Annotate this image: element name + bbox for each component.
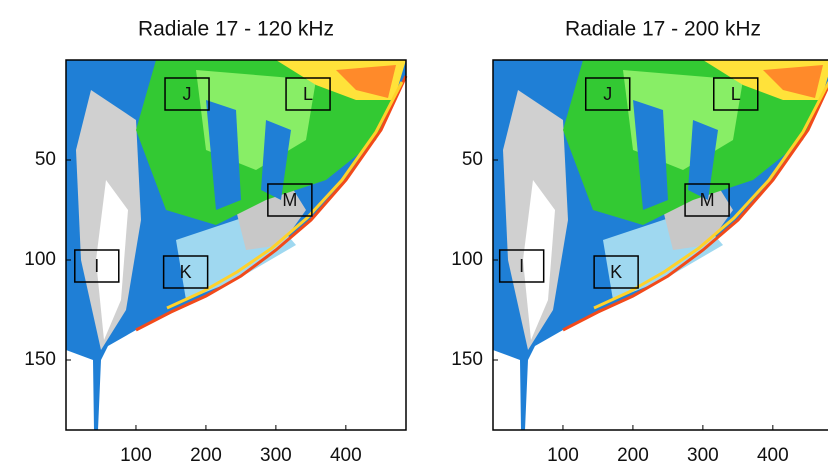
annotation-label: I <box>94 256 99 276</box>
annotation-box <box>593 255 639 289</box>
annotation-box <box>498 249 545 283</box>
annotation-label: K <box>180 262 192 282</box>
annotation-label: M <box>282 190 297 210</box>
annotation-box <box>684 183 730 217</box>
x-tick-label: 400 <box>330 445 362 466</box>
x-tick-label: 200 <box>190 445 222 466</box>
annotation-label: M <box>700 190 715 210</box>
y-tick-label: 100 <box>24 249 56 270</box>
x-tick-label: 100 <box>547 445 579 466</box>
annotation-box <box>713 77 759 111</box>
annotation-label: J <box>183 84 192 104</box>
annotation-label: J <box>603 84 612 104</box>
x-tick-label: 100 <box>120 445 152 466</box>
plot-frame <box>492 59 828 431</box>
x-tick-label: 300 <box>687 445 719 466</box>
annotation-box <box>162 255 209 289</box>
panel-title: Radiale 17 - 120 kHz <box>138 18 334 41</box>
y-tick-label: 150 <box>24 349 56 370</box>
x-tick-label: 400 <box>757 445 789 466</box>
x-tick-label: 200 <box>617 445 649 466</box>
annotation-box <box>285 77 331 111</box>
annotation-box <box>74 249 120 283</box>
plot-frame <box>65 59 407 431</box>
y-tick-label: 150 <box>451 349 483 370</box>
panel-title: Radiale 17 - 200 kHz <box>565 18 761 41</box>
x-tick-label: 300 <box>260 445 292 466</box>
annotation-box <box>584 77 631 111</box>
y-tick-label: 100 <box>451 249 483 270</box>
y-tick-label: 50 <box>35 149 56 170</box>
annotation-label: L <box>731 84 741 104</box>
annotation-label: I <box>519 256 524 276</box>
annotation-label: K <box>610 262 622 282</box>
annotation-box <box>267 183 313 217</box>
annotation-label: L <box>303 84 313 104</box>
annotation-box <box>164 77 210 111</box>
y-tick-label: 50 <box>462 149 483 170</box>
